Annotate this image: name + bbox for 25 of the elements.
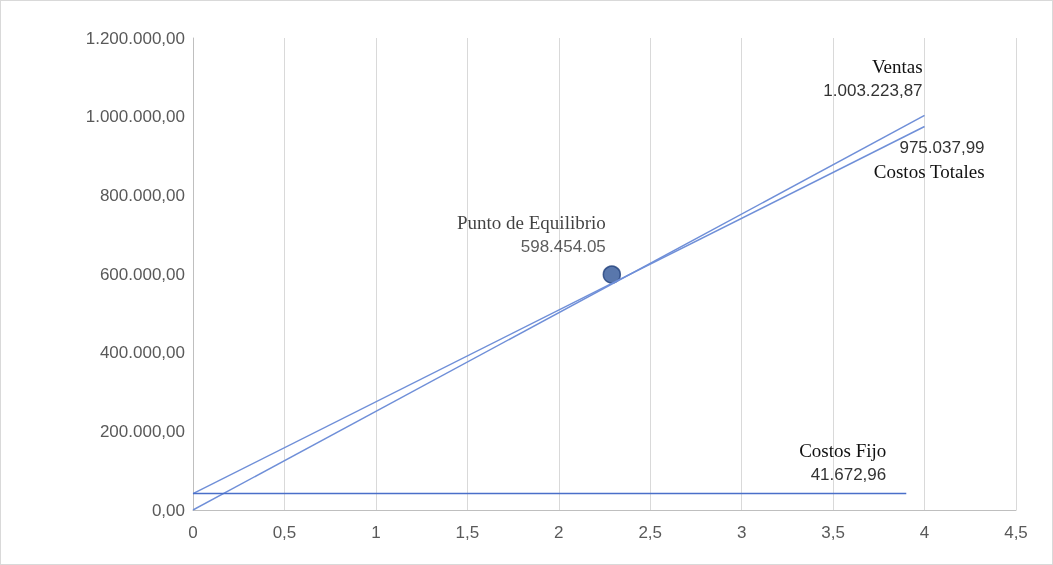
x-tick-label: 0,5 [272,523,297,542]
x-tick-label: 1 [371,523,381,542]
x-tick-label: 0 [188,523,198,542]
y-tick-label: 400.000,00 [99,343,185,363]
y-tick-label: 600.000,00 [99,264,185,284]
x-tick-label: 4,5 [1004,523,1028,542]
data-label: 598.454.05 [520,236,606,256]
data-label: 975.037,99 [899,137,985,157]
y-tick-label: 0,00 [151,500,185,520]
x-tick-label: 3,5 [821,523,845,542]
series-label: Punto de Equilibrio [456,211,606,233]
y-tick-label: 1.000.000,00 [85,107,185,127]
x-tick-label: 2 [554,523,564,542]
x-tick-label: 3 [736,523,747,542]
x-tick-label: 4 [919,523,930,542]
series-label: Costos Totales [873,160,985,182]
data-label: 1.003.223,87 [823,80,923,100]
y-tick-label: 1.200.000,00 [85,28,185,48]
series-label: Costos Fijo [799,440,887,462]
text: Ventas [871,55,923,77]
x-tick-label: 1,5 [455,523,480,542]
data-label: 41.672,96 [810,465,887,485]
y-tick-label: 800.000,00 [99,185,185,205]
x-tick-label: 2,5 [638,523,663,542]
y-tick-label: 200.000,00 [99,421,185,441]
